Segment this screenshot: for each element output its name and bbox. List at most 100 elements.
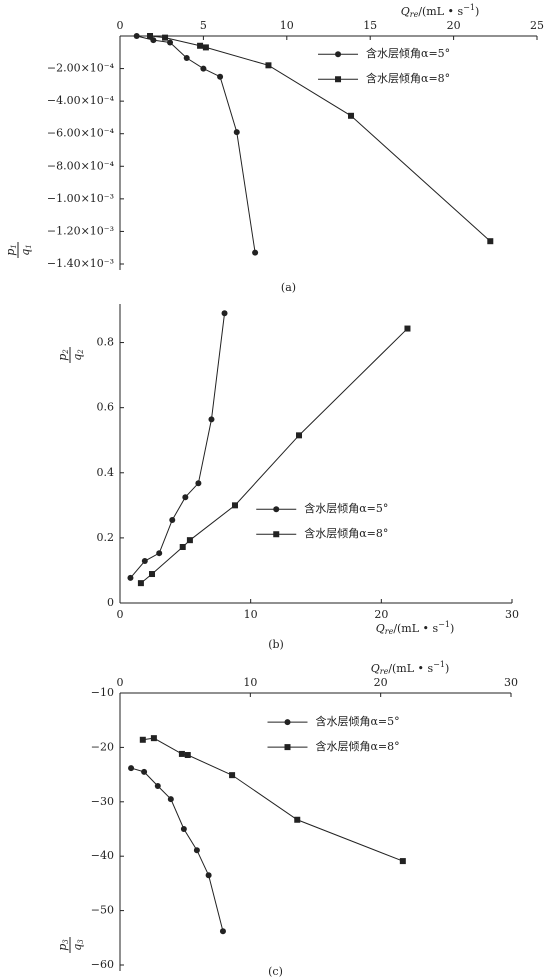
x-axis-label: Qre/(mL • s−1) (371, 660, 450, 676)
legend-entry: 含水层倾角α=8° (267, 739, 400, 753)
marker-square (186, 537, 193, 544)
label-exponent: −1 (433, 660, 445, 669)
marker-square (296, 432, 303, 439)
marker-square (137, 580, 144, 587)
y-tick-label: 0.4 (97, 466, 115, 479)
x-tick-label: 25 (530, 19, 544, 32)
y-label-numerator: p2 (56, 349, 70, 361)
numerator: p (4, 249, 17, 256)
legend-label: 含水层倾角α=8° (316, 739, 400, 753)
marker-circle (273, 506, 280, 513)
marker-square (404, 325, 411, 332)
marker-circle (195, 480, 202, 487)
x-tick-label: 30 (504, 676, 518, 689)
subplot: 0 10 20 30 −10 −20 −30 −40 −50 −60 Qre/(mL • s−1) p… (56, 660, 518, 978)
label-unit: /(mL • s (418, 5, 463, 18)
marker-circle (284, 719, 291, 726)
x-tick-label: 20 (447, 19, 461, 32)
marker-circle (217, 73, 224, 80)
marker-circle (167, 39, 174, 46)
y-tick-label: −40 (91, 849, 114, 862)
label-close: ) (445, 662, 449, 675)
marker-circle (221, 310, 228, 317)
marker-square (399, 858, 406, 865)
marker-square (178, 750, 185, 757)
numerator-sub: 3 (62, 939, 70, 944)
marker-circle (205, 872, 212, 879)
y-tick-label: −4.00×10⁻⁴ (47, 94, 115, 107)
caption: (c) (268, 965, 283, 978)
y-tick-label: 0.2 (97, 531, 115, 544)
x-tick-label: 10 (243, 676, 257, 689)
y-label-denominator: q3 (71, 939, 85, 951)
y-label-numerator: p3 (56, 939, 70, 951)
marker-square (273, 531, 280, 538)
x-tick-label: 10 (244, 608, 258, 621)
numerator-sub: 1 (10, 244, 18, 248)
x-tick-label: 15 (363, 19, 377, 32)
denominator: q (19, 249, 32, 256)
marker-square (139, 736, 146, 743)
label-subscript: re (385, 627, 394, 636)
label-subscript: re (380, 667, 389, 676)
x-tick-label: 20 (374, 676, 388, 689)
marker-circle (233, 129, 240, 136)
y-tick-label: 0.8 (97, 336, 115, 349)
legend-entry: 含水层倾角α=5° (318, 46, 450, 60)
y-tick-label: −1.20×10⁻³ (47, 224, 114, 237)
y-tick-label: −2.00×10⁻⁴ (47, 62, 115, 75)
legend-label: 含水层倾角α=5° (304, 501, 388, 515)
marker-circle (219, 928, 226, 935)
y-label-denominator: q1 (19, 244, 33, 256)
numerator: p (56, 944, 69, 951)
x-axis-label: Qre/(mL • s−1) (376, 620, 455, 636)
denominator: q (71, 944, 84, 951)
legend-label: 含水层倾角α=5° (366, 46, 450, 60)
caption: (a) (281, 281, 296, 294)
marker-square (162, 34, 169, 41)
y-tick-label: −30 (91, 795, 114, 808)
marker-square (197, 42, 204, 49)
y-tick-label: −50 (91, 904, 114, 917)
marker-circle (252, 249, 259, 256)
marker-circle (335, 51, 342, 58)
label-symbol: Q (376, 622, 385, 635)
y-tick-label: 0 (107, 596, 114, 609)
numerator: p (56, 354, 69, 361)
numerator-sub: 2 (62, 349, 70, 355)
marker-circle (128, 765, 135, 772)
x-tick-label: 0 (117, 676, 124, 689)
marker-square (229, 772, 236, 779)
y-tick-label: −60 (91, 958, 114, 971)
legend-label: 含水层倾角α=8° (304, 526, 388, 540)
x-tick-label: 0 (117, 608, 124, 621)
marker-circle (156, 550, 163, 557)
marker-circle (182, 494, 189, 501)
marker-square (335, 76, 342, 83)
label-symbol: Q (401, 5, 410, 18)
series-line (130, 313, 226, 579)
marker-square (348, 112, 355, 119)
marker-circle (193, 847, 200, 854)
marker-circle (180, 826, 187, 832)
denominator: q (71, 354, 84, 361)
marker-circle (183, 54, 190, 61)
marker-square (265, 62, 272, 69)
marker-circle (141, 768, 148, 775)
marker-circle (167, 796, 174, 803)
x-tick-label: 30 (505, 608, 519, 621)
caption: (b) (268, 638, 284, 651)
marker-square (487, 238, 494, 245)
subplot: 0 5 10 15 20 25 −2.00×10⁻⁴ −4.00×10⁻⁴ −6.00×10⁻⁴… (4, 3, 544, 294)
marker-circle (200, 65, 207, 72)
y-tick-label: −8.00×10⁻⁴ (47, 159, 115, 172)
marker-circle (169, 516, 176, 523)
y-tick-label: −6.00×10⁻⁴ (47, 127, 115, 140)
marker-circle (127, 574, 134, 581)
series-line (136, 35, 256, 253)
marker-square (294, 816, 301, 823)
label-exponent: −1 (463, 3, 475, 12)
